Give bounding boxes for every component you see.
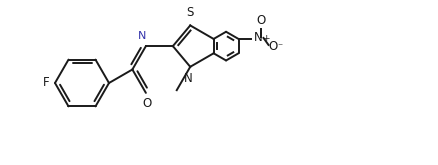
Text: O: O [268, 40, 278, 53]
Text: N: N [184, 72, 193, 85]
Text: F: F [43, 77, 50, 89]
Text: +: + [262, 34, 270, 43]
Text: O: O [142, 97, 152, 110]
Text: N: N [254, 32, 262, 44]
Text: O: O [256, 14, 265, 27]
Text: ⁻: ⁻ [278, 42, 283, 52]
Text: N: N [138, 31, 146, 41]
Text: S: S [187, 6, 194, 19]
